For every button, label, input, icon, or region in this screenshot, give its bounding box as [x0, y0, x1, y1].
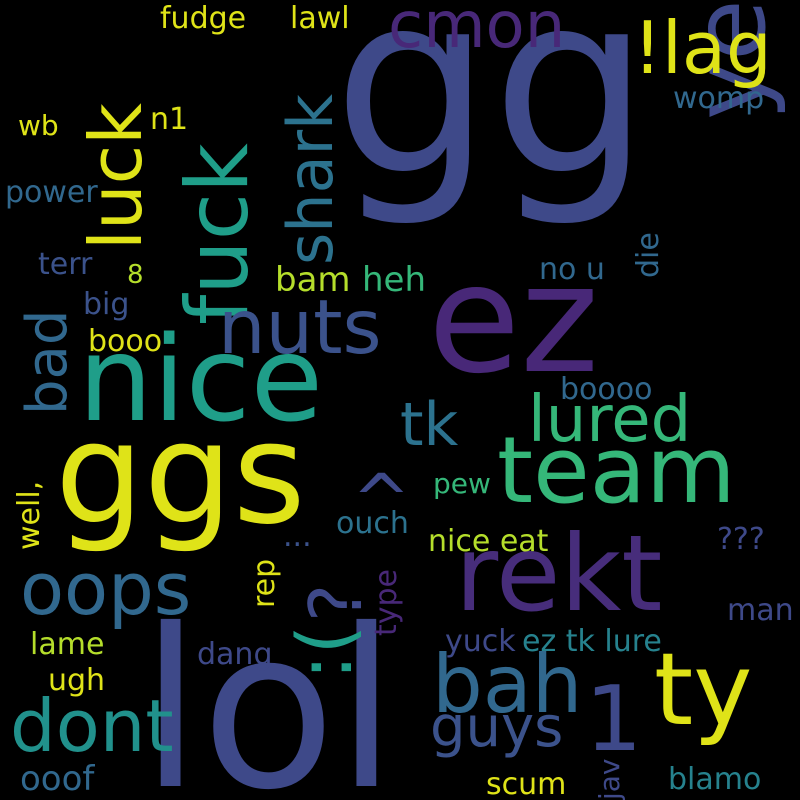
word-nice: nice	[78, 310, 324, 448]
word-one: 1	[585, 667, 643, 772]
word-oops: oops	[20, 547, 192, 631]
word-man: man	[727, 593, 794, 628]
word-question-marks: ???	[717, 522, 765, 557]
word-terr: terr	[38, 247, 93, 282]
word-guys: guys	[430, 695, 564, 760]
word-bad: bad	[15, 309, 80, 415]
word-wb: wb	[18, 109, 59, 142]
word-shark: shark	[274, 94, 347, 265]
word-eight: 8	[127, 260, 144, 290]
word-lured: lured	[528, 383, 692, 457]
word-bam: bam	[275, 260, 351, 300]
word-rep: rep	[247, 558, 282, 608]
word-blamo: blamo	[668, 762, 762, 797]
word-no-u: no u	[539, 252, 605, 287]
word-team: team	[497, 417, 736, 524]
word-caret: ^	[352, 459, 411, 541]
word-ouch: ouch	[336, 506, 409, 541]
word-type: type	[369, 568, 404, 636]
word-question-mark: ?	[294, 583, 378, 622]
word-lame: lame	[30, 627, 105, 662]
word-ugh: ugh	[48, 663, 106, 698]
word-boooo: boooo	[560, 372, 653, 407]
word-well: well,	[12, 480, 47, 550]
word-ggs: ggs	[55, 393, 306, 556]
word-lawl: lawl	[290, 1, 350, 36]
word-ez: ez	[428, 233, 600, 407]
word-lag: !lag	[633, 6, 772, 90]
word-sad-face: :(	[280, 624, 369, 680]
word-ez-tk-lure: ez tk lure	[522, 624, 662, 659]
word-big: big	[83, 287, 130, 322]
word-n1: n1	[150, 102, 189, 137]
word-ellipsis: ...	[283, 519, 312, 554]
word-ooof: ooof	[20, 759, 95, 799]
word-jav: jav	[593, 758, 626, 800]
word-fudge: fudge	[160, 1, 247, 36]
word-tk: tk	[400, 390, 459, 460]
word-nice-eat: nice eat	[428, 524, 549, 559]
word-booo: booo	[88, 324, 163, 359]
word-gg: gg	[333, 0, 651, 230]
word-nuts: nuts	[218, 283, 382, 371]
word-dang: dang	[197, 637, 273, 672]
word-lol: lol	[140, 582, 397, 800]
word-heh: heh	[362, 260, 427, 300]
word-yuck: yuck	[445, 624, 516, 659]
word-scum: scum	[486, 767, 567, 800]
word-pew: pew	[433, 467, 491, 500]
word-womp: womp	[673, 81, 765, 116]
word-bah: bah	[432, 638, 583, 731]
word-rekt: rekt	[455, 513, 663, 635]
word-cmon: cmon	[388, 0, 566, 63]
word-dont: dont	[10, 684, 174, 768]
word-ty: ty	[654, 631, 753, 748]
word-die: die	[631, 232, 666, 278]
word-power: power	[5, 175, 98, 210]
